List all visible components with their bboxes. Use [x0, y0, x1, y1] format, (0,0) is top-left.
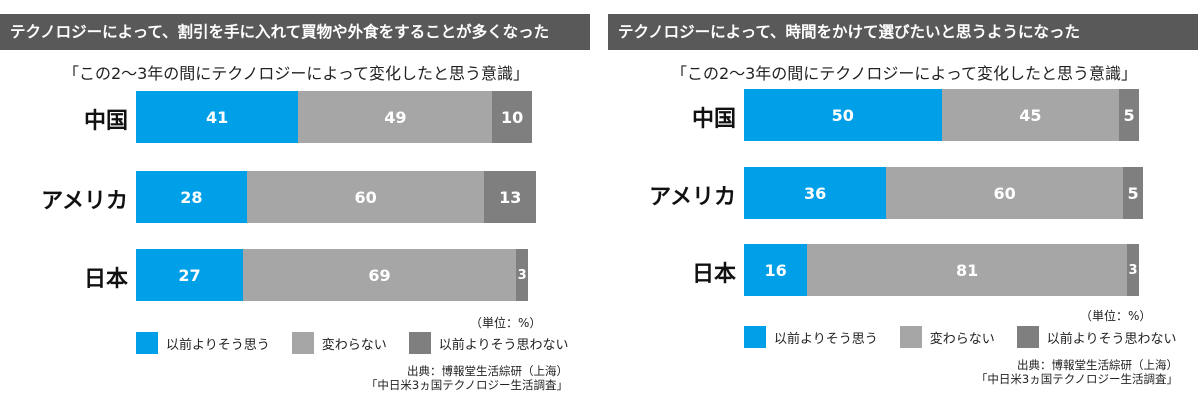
- bar-segment: 13: [484, 171, 536, 223]
- source-note: 出典：博報堂生活綜研（上海） 「中日米3ヵ国テクノロジー生活調査」: [976, 358, 1178, 386]
- category-label: アメリカ: [649, 185, 736, 210]
- bar-segment: 16: [744, 244, 808, 296]
- bar-segment: 45: [941, 89, 1120, 141]
- category-label: 日本: [691, 262, 736, 287]
- legend-label: 以前よりそう思う: [774, 331, 878, 347]
- unit-label: （単位：%）: [470, 316, 542, 330]
- legend-swatch: [136, 332, 158, 354]
- bar-segment: 69: [242, 249, 517, 301]
- legend-label: 変わらない: [321, 337, 387, 353]
- legend-label: 以前よりそう思わない: [1046, 331, 1177, 347]
- legend: 以前よりそう思う 変わらない 以前よりそう思わない: [136, 332, 591, 354]
- bar-segment: 41: [136, 91, 299, 143]
- data-label: 28: [180, 187, 203, 207]
- data-label: 5: [1123, 105, 1135, 125]
- category-label: アメリカ: [41, 189, 128, 214]
- bar-segment: 5: [1123, 167, 1143, 219]
- legend-item-more: 以前よりそう思う: [136, 332, 270, 354]
- data-label: 69: [368, 265, 391, 285]
- source-line-1: 出典：博報堂生活綜研（上海）: [407, 364, 568, 378]
- category-label: 日本: [83, 267, 128, 292]
- source-line-2: 「中日米3ヵ国テクノロジー生活調査」: [975, 372, 1178, 386]
- chart-title: 「この2～3年の間にテクノロジーによって変化したと思う意識」: [670, 64, 1138, 83]
- data-label: 81: [956, 260, 979, 280]
- chart-title: 「この2～3年の間にテクノロジーによって変化したと思う意識」: [62, 64, 530, 83]
- legend-swatch: [291, 332, 314, 354]
- data-label: 60: [354, 187, 377, 207]
- legend-item-less: 以前よりそう思わない: [408, 332, 569, 354]
- legend-swatch: [899, 326, 922, 348]
- bar-segment: 5: [1119, 89, 1139, 141]
- chart-header: テクノロジーによって、時間をかけて選びたいと思うようになった: [608, 14, 1198, 50]
- source-line-2: 「中日米3ヵ国テクノロジー生活調査」: [365, 378, 568, 392]
- bar-segment: 60: [246, 171, 485, 223]
- bar-segment: 28: [136, 171, 247, 223]
- legend-label: 変わらない: [929, 331, 995, 347]
- data-label: 5: [1127, 183, 1139, 203]
- bar-segment: 50: [744, 89, 942, 141]
- category-label: 中国: [83, 109, 128, 134]
- legend-swatch: [408, 332, 431, 354]
- legend-swatch: [1016, 326, 1039, 348]
- source-line-1: 出典：博報堂生活綜研（上海）: [1017, 358, 1178, 372]
- data-label: 36: [803, 183, 827, 203]
- data-label: 10: [501, 107, 524, 127]
- bar-segment: 3: [1127, 244, 1139, 296]
- bar-segment: 3: [516, 249, 529, 301]
- bar-segment: 60: [886, 167, 1124, 219]
- bar-segment: 81: [807, 244, 1128, 296]
- bar-segment: 36: [744, 167, 887, 219]
- chart-panel-time: テクノロジーによって、時間をかけて選びたいと思うようになった 「この2～3年の間…: [608, 0, 1200, 412]
- source-note: 出典：博報堂生活綜研（上海） 「中日米3ヵ国テクノロジー生活調査」: [366, 364, 568, 392]
- bar-segment: 49: [298, 91, 493, 143]
- category-label: 中国: [691, 107, 736, 132]
- legend-item-more: 以前よりそう思う: [744, 326, 878, 348]
- bar-segment: 10: [492, 91, 532, 143]
- unit-label: （単位：%）: [1080, 309, 1152, 323]
- data-label: 27: [178, 265, 201, 285]
- data-label: 13: [499, 187, 522, 207]
- chart-panel-discounts: テクノロジーによって、割引を手に入れて買物や外食をすることが多くなった 「この2…: [0, 0, 592, 412]
- chart-header: テクノロジーによって、割引を手に入れて買物や外食をすることが多くなった: [0, 14, 590, 50]
- data-label: 3: [1128, 262, 1138, 278]
- data-label: 49: [384, 107, 407, 127]
- legend-item-same: 変わらない: [899, 326, 995, 348]
- bar-segment: 27: [136, 249, 243, 301]
- legend-swatch: [744, 326, 766, 348]
- legend-label: 以前よりそう思う: [166, 337, 270, 353]
- legend: 以前よりそう思う 変わらない 以前よりそう思わない: [744, 326, 1199, 348]
- data-label: 60: [993, 183, 1016, 203]
- data-label: 3: [517, 267, 527, 283]
- legend-item-less: 以前よりそう思わない: [1016, 326, 1177, 348]
- data-label: 50: [831, 105, 854, 125]
- data-label: 41: [206, 107, 229, 127]
- legend-item-same: 変わらない: [291, 332, 387, 354]
- data-label: 16: [764, 260, 787, 280]
- legend-label: 以前よりそう思わない: [438, 337, 569, 353]
- data-label: 45: [1019, 105, 1042, 125]
